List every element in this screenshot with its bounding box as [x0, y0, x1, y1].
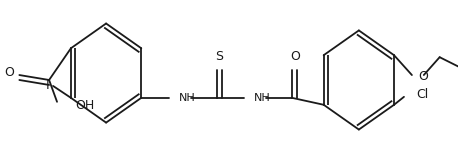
- Text: O: O: [5, 66, 14, 79]
- Text: NH: NH: [254, 93, 270, 103]
- Text: S: S: [215, 50, 223, 63]
- Text: I: I: [45, 79, 49, 92]
- Text: OH: OH: [75, 99, 94, 112]
- Text: O: O: [417, 70, 427, 82]
- Text: O: O: [289, 50, 299, 63]
- Text: NH: NH: [179, 93, 195, 103]
- Text: Cl: Cl: [415, 88, 427, 101]
